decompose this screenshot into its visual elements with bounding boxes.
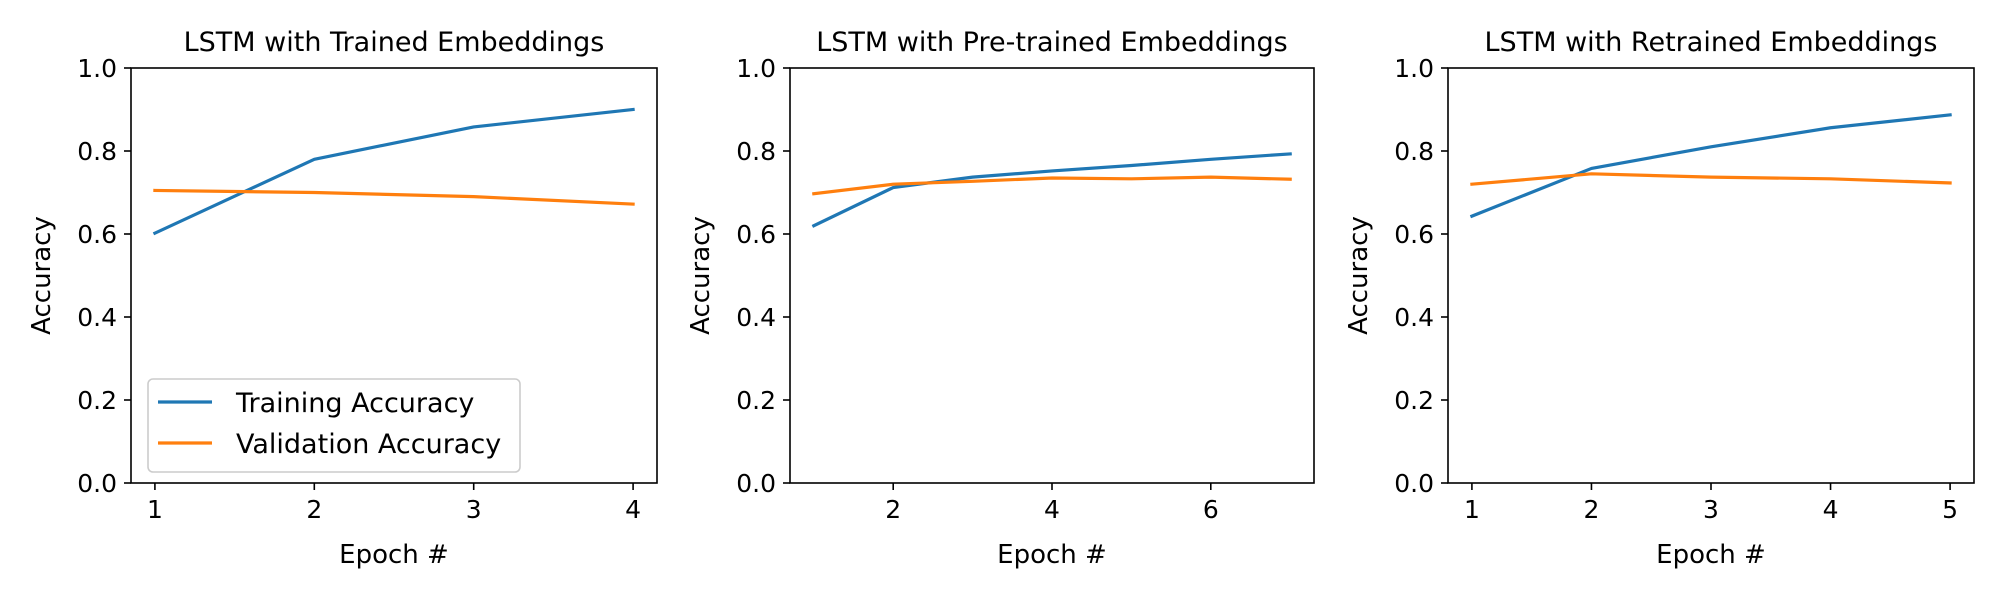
y-tick-label: 1.0	[77, 54, 117, 83]
y-tick-label: 0.8	[77, 137, 117, 166]
x-axis-label: Epoch #	[1656, 540, 1766, 570]
x-tick-label: 4	[1823, 495, 1839, 524]
y-tick-label: 0.0	[736, 469, 776, 498]
y-tick-label: 0.4	[736, 303, 776, 332]
legend: Training Accuracy Validation Accuracy	[147, 378, 521, 473]
y-tick-label: 0.6	[1394, 220, 1434, 249]
x-tick-label: 1	[147, 495, 163, 524]
plot-frame	[789, 67, 1315, 484]
x-tick-label: 3	[1703, 495, 1719, 524]
x-axis-label: Epoch #	[997, 540, 1107, 570]
y-tick-label: 0.2	[736, 386, 776, 415]
x-tick-label: 5	[1942, 495, 1958, 524]
y-axis-label: Accuracy	[1344, 216, 1374, 335]
y-tick-label: 1.0	[1394, 54, 1434, 83]
plot-frame	[1447, 67, 1975, 484]
chart-panel-2: LSTM with Pre-trained Embeddings 0.0 0.2 0.…	[686, 27, 1315, 570]
x-tick-label: 2	[306, 495, 322, 524]
y-tick-label: 0.6	[736, 220, 776, 249]
y-axis-label: Accuracy	[686, 216, 716, 335]
x-tick-label: 4	[1044, 495, 1060, 524]
y-tick-label: 0.0	[1394, 469, 1434, 498]
validation-accuracy-line	[1470, 172, 1952, 186]
training-accuracy-line	[1469, 113, 1952, 219]
validation-accuracy-line	[153, 188, 635, 206]
y-tick-label: 0.4	[1394, 303, 1434, 332]
x-tick-label: 2	[1584, 495, 1600, 524]
training-accuracy-line	[811, 152, 1292, 228]
y-tick-label: 1.0	[736, 54, 776, 83]
chart-title: LSTM with Trained Embeddings	[184, 27, 605, 58]
x-axis-label: Epoch #	[339, 540, 449, 570]
y-axis-label: Accuracy	[27, 216, 57, 335]
y-tick-label: 0.6	[77, 220, 117, 249]
y-tick-label: 0.8	[736, 137, 776, 166]
training-accuracy-line	[152, 107, 635, 236]
x-tick-label: 6	[1203, 495, 1219, 524]
x-tick-label: 1	[1464, 495, 1480, 524]
x-tick-label: 3	[466, 495, 482, 524]
legend-box	[147, 378, 521, 473]
x-tick-label: 4	[625, 495, 641, 524]
validation-legend-label: Validation Accuracy	[236, 429, 501, 460]
chart-title: LSTM with Retrained Embeddings	[1485, 27, 1938, 58]
y-tick-label: 0.2	[77, 386, 117, 415]
chart-title: LSTM with Pre-trained Embeddings	[816, 27, 1287, 58]
chart-panel-3: LSTM with Retrained Embeddings 0.0 0.2 0.4 0…	[1344, 27, 1975, 570]
x-tick-label: 2	[885, 495, 901, 524]
training-legend-label: Training Accuracy	[235, 388, 474, 419]
plot-frame	[130, 67, 658, 484]
y-tick-label: 0.4	[77, 303, 117, 332]
y-tick-label: 0.8	[1394, 137, 1434, 166]
chart-panel-1: LSTM with Trained Embeddings 0.0 0.2 0.4 0.6…	[27, 27, 658, 570]
y-tick-label: 0.2	[1394, 386, 1434, 415]
y-tick-label: 0.0	[77, 469, 117, 498]
